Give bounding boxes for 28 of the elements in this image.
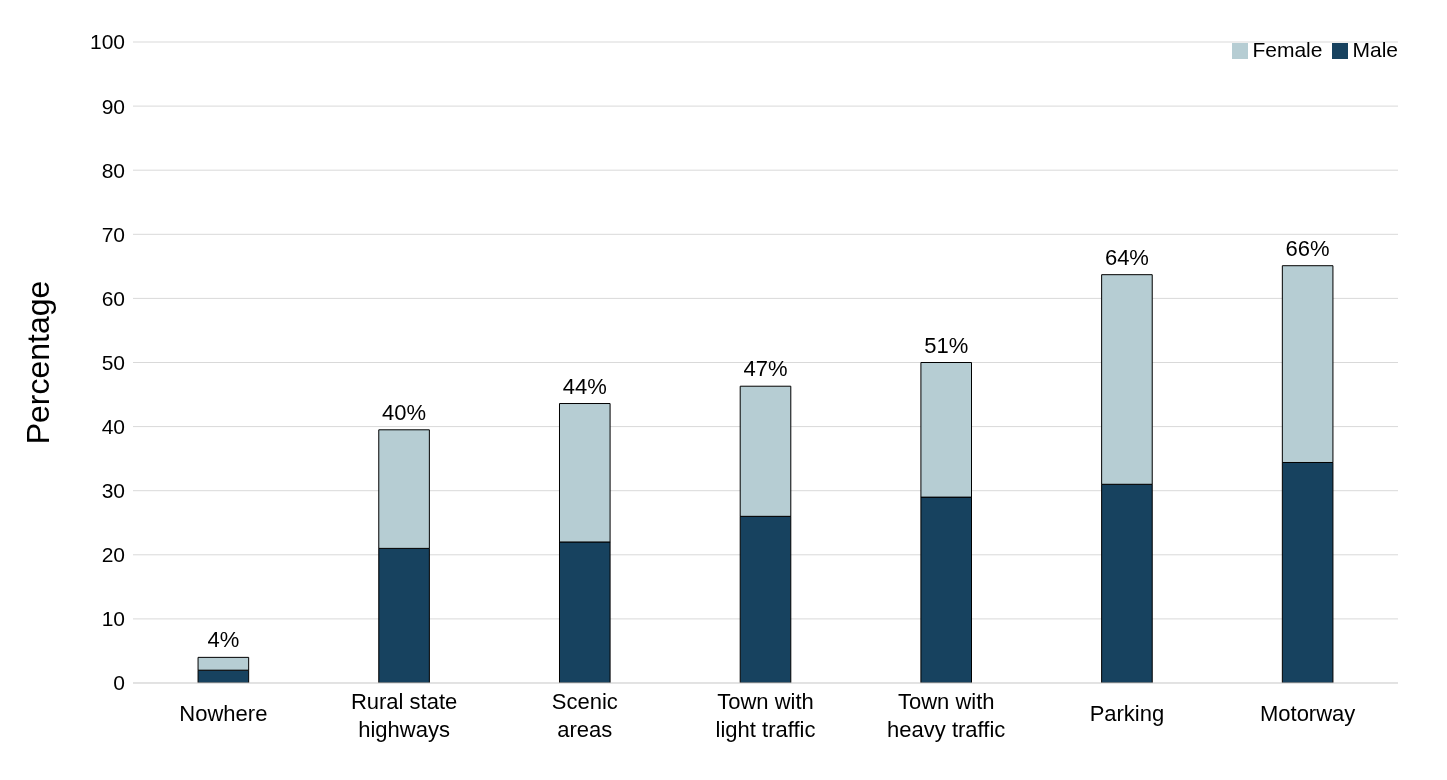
x-tick-label: Nowhere [179, 701, 268, 726]
y-axis-title: Percentage [20, 280, 57, 445]
legend-label: Male [1352, 38, 1398, 61]
total-label: 66% [1285, 235, 1330, 261]
legend-label: Female [1252, 38, 1323, 61]
total-label: 47% [743, 356, 788, 382]
y-tick-label: 40 [101, 415, 125, 439]
x-tick-label: Parking [1089, 701, 1165, 726]
x-tick-label: Rural state highways [350, 689, 458, 742]
x-tick-label: Town with heavy traffic [887, 689, 1006, 742]
x-tick-label: Motorway [1259, 701, 1356, 726]
y-tick-label: 70 [101, 222, 125, 246]
total-label: 44% [562, 373, 607, 399]
x-tick-label: Scenic areas [551, 689, 618, 742]
y-tick-label: 0 [113, 671, 125, 695]
y-tick-label: 20 [101, 543, 125, 567]
total-label: 51% [924, 332, 969, 358]
y-tick-label: 80 [101, 158, 125, 182]
total-label: 40% [382, 399, 427, 425]
total-label: 4% [207, 627, 240, 653]
y-tick-label: 50 [101, 350, 125, 374]
y-tick-label: 100 [89, 30, 125, 54]
y-tick-label: 60 [101, 286, 125, 310]
total-label: 64% [1104, 244, 1149, 270]
y-tick-label: 10 [101, 607, 125, 631]
y-tick-label: 30 [101, 479, 125, 503]
x-tick-label: Town with light traffic [715, 689, 816, 742]
y-tick-label: 90 [101, 94, 125, 118]
